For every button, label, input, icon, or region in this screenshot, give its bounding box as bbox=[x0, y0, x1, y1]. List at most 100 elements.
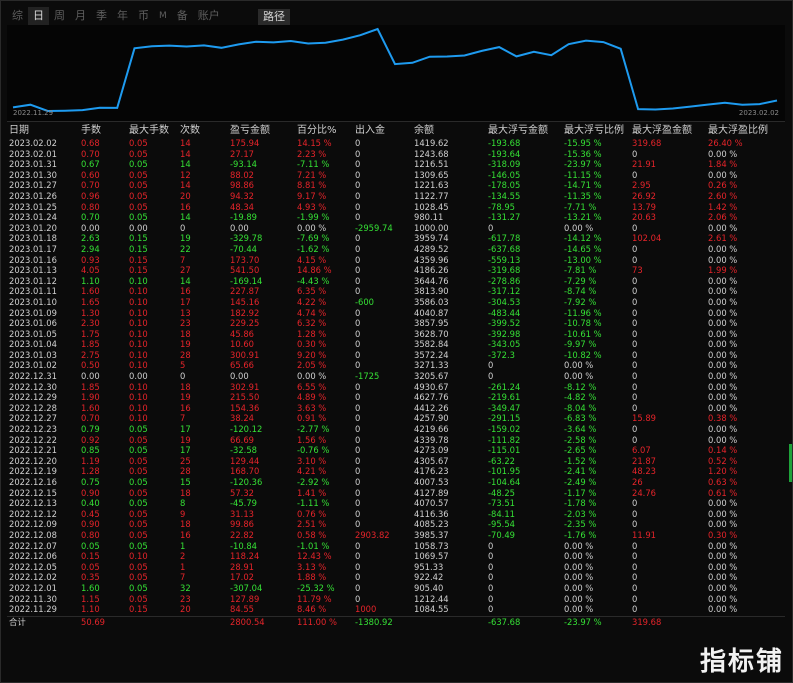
tab-7[interactable]: M bbox=[159, 11, 167, 21]
table-cell: -159.02 bbox=[488, 424, 521, 435]
column-header[interactable]: 最大浮盈金额 bbox=[632, 125, 692, 136]
column-header[interactable]: 出入金 bbox=[355, 125, 385, 136]
table-row[interactable]: 2022.12.06 0.15 0.10 2 118.24 12.43 % 0 1069.57… bbox=[7, 551, 785, 562]
table-row[interactable]: 2022.11.30 1.15 0.05 23 127.89 11.79 % 0 1212.4… bbox=[7, 594, 785, 605]
table-row[interactable]: 2022.12.09 0.90 0.05 18 99.86 2.51 % 0 4085.23 -… bbox=[7, 519, 785, 530]
table-row[interactable]: 2023.01.09 1.30 0.10 13 182.92 4.74 % 0 4040.87… bbox=[7, 308, 785, 319]
table-row[interactable]: 2023.01.02 0.50 0.10 5 65.66 2.05 % 0 3271.33 0 0… bbox=[7, 360, 785, 371]
column-header[interactable]: 百分比% bbox=[297, 125, 337, 136]
table-row[interactable]: 2023.02.02 0.68 0.05 14 175.94 14.15 % 0 1419.6… bbox=[7, 138, 785, 149]
table-cell: 2022.12.15 bbox=[9, 487, 57, 498]
table-cell: 94.32 bbox=[230, 190, 254, 201]
table-row[interactable]: 2022.12.15 0.90 0.05 18 57.32 1.41 % 0 4127.89 -… bbox=[7, 488, 785, 499]
table-row[interactable]: 2022.12.08 0.80 0.05 16 22.82 0.58 % 2903.82 39… bbox=[7, 530, 785, 541]
table-row[interactable]: 2022.12.01 1.60 0.05 32 -307.04 -25.32 % 0 905.… bbox=[7, 583, 785, 594]
table-row[interactable]: 2023.01.06 2.30 0.10 23 229.25 6.32 % 0 3857.95… bbox=[7, 318, 785, 329]
table-row[interactable]: 2023.01.12 1.10 0.10 14 -169.14 -4.43 % 0 3644.… bbox=[7, 276, 785, 287]
table-row[interactable]: 2022.12.28 1.60 0.10 16 154.36 3.63 % 0 4412.26… bbox=[7, 403, 785, 414]
table-row[interactable]: 2022.12.05 0.05 0.05 1 28.91 3.13 % 0 951.33 0 0.… bbox=[7, 562, 785, 573]
table-row[interactable]: 2022.11.29 1.10 0.15 20 84.55 8.46 % 1000 1084.… bbox=[7, 604, 785, 615]
table-row[interactable]: 2022.12.02 0.35 0.05 7 17.02 1.88 % 0 922.42 0 0.… bbox=[7, 572, 785, 583]
table-row[interactable]: 2023.01.24 0.70 0.05 14 -19.89 -1.99 % 0 980.11… bbox=[7, 212, 785, 223]
table-row[interactable]: 2022.12.19 1.28 0.05 28 168.70 4.21 % 0 4176.23… bbox=[7, 466, 785, 477]
tab-6[interactable]: 币 bbox=[138, 9, 149, 22]
table-row[interactable]: 2022.12.12 0.45 0.05 9 31.13 0.76 % 0 4116.36 -8… bbox=[7, 509, 785, 520]
table-row[interactable]: 2022.12.29 1.90 0.10 19 215.50 4.89 % 0 4627.76… bbox=[7, 392, 785, 403]
table-row[interactable]: 2022.12.20 1.19 0.05 25 129.44 3.10 % 0 4305.67… bbox=[7, 456, 785, 467]
table-row[interactable]: 2022.12.13 0.40 0.05 8 -45.79 -1.11 % 0 4070.57… bbox=[7, 498, 785, 509]
tab-4[interactable]: 季 bbox=[96, 9, 107, 22]
tab-9[interactable]: 账户 bbox=[197, 9, 220, 22]
table-cell: 3985.37 bbox=[414, 529, 449, 540]
table-cell: -78.95 bbox=[488, 201, 515, 212]
table-cell: 0 bbox=[632, 307, 638, 318]
path-button[interactable]: 路径 bbox=[258, 9, 290, 25]
table-row[interactable]: 2023.01.10 1.65 0.10 17 145.16 4.22 % -600 3586… bbox=[7, 297, 785, 308]
table-cell: 12.43 % bbox=[297, 551, 332, 562]
table-cell: -9.97 % bbox=[564, 339, 597, 350]
column-header[interactable]: 盈亏金额 bbox=[230, 125, 270, 136]
table-cell: -1.99 % bbox=[297, 212, 330, 223]
table-cell: -219.61 bbox=[488, 392, 521, 403]
tab-8[interactable]: 备 bbox=[176, 9, 188, 22]
table-row[interactable]: 2022.12.30 1.85 0.10 18 302.91 6.55 % 0 4930.67… bbox=[7, 382, 785, 393]
table-header: 日期 手数 最大手数 次数 盈亏金额 百分比% 出入金 余额 最大浮亏金额 最大浮亏比例 最大浮盈金… bbox=[7, 124, 785, 138]
table-row[interactable]: 2022.12.16 0.75 0.05 15 -120.36 -2.92 % 0 4007.… bbox=[7, 477, 785, 488]
table-row[interactable]: 2023.01.30 0.60 0.05 12 88.02 7.21 % 0 1309.65 -… bbox=[7, 170, 785, 181]
table-cell: 0.80 bbox=[81, 529, 100, 540]
column-header[interactable]: 最大手数 bbox=[129, 125, 169, 136]
table-row[interactable]: 2023.02.01 0.70 0.05 14 27.17 2.23 % 0 1243.68 -… bbox=[7, 149, 785, 160]
table-row[interactable]: 2022.12.31 0.00 0.00 0 0.00 0.00 % -1725 3205.6… bbox=[7, 371, 785, 382]
table-row[interactable]: 2023.01.25 0.80 0.05 16 48.34 4.93 % 0 1028.45 -… bbox=[7, 202, 785, 213]
table-cell: 2022.11.30 bbox=[9, 593, 57, 604]
table-cell: 4930.67 bbox=[414, 381, 449, 392]
table-cell: 3959.74 bbox=[414, 233, 449, 244]
table-cell: 0 bbox=[632, 582, 638, 593]
table-row[interactable]: 2023.01.27 0.70 0.05 14 98.86 8.81 % 0 1221.63 -… bbox=[7, 180, 785, 191]
table-row[interactable]: 2022.12.22 0.92 0.05 19 66.69 1.56 % 0 4339.78 -… bbox=[7, 435, 785, 446]
table-cell: 0 bbox=[355, 561, 361, 572]
column-header[interactable]: 日期 bbox=[9, 125, 29, 136]
table-cell: 0.10 bbox=[129, 307, 148, 318]
scrollbar-marker[interactable] bbox=[789, 444, 792, 482]
table-row[interactable]: 2022.12.07 0.05 0.05 1 -10.84 -1.01 % 0 1058.73… bbox=[7, 541, 785, 552]
column-header[interactable]: 最大浮盈比例 bbox=[708, 125, 768, 136]
table-row[interactable]: 2022.12.23 0.79 0.05 17 -120.12 -2.77 % 0 4219.… bbox=[7, 424, 785, 435]
table-cell: 0 bbox=[355, 498, 361, 509]
table-row[interactable]: 2023.01.20 0.00 0.00 0 0.00 0.00 % -2959.74 100… bbox=[7, 223, 785, 234]
table-row[interactable]: 2023.01.16 0.93 0.15 7 173.70 4.15 % 0 4359.96 -… bbox=[7, 255, 785, 266]
column-header[interactable]: 最大浮亏比例 bbox=[564, 125, 624, 136]
column-header[interactable]: 次数 bbox=[180, 125, 200, 136]
table-row[interactable]: 2023.01.05 1.75 0.10 18 45.86 1.28 % 0 3628.70 -… bbox=[7, 329, 785, 340]
column-header[interactable]: 最大浮亏金额 bbox=[488, 125, 548, 136]
table-row[interactable]: 2023.01.26 0.96 0.05 20 94.32 9.17 % 0 1122.77 -… bbox=[7, 191, 785, 202]
tab-2[interactable]: 周 bbox=[54, 9, 65, 22]
table-cell: 0 bbox=[632, 360, 638, 371]
tab-0[interactable]: 综 bbox=[12, 9, 23, 22]
table-cell: 0.15 bbox=[129, 265, 148, 276]
tab-1[interactable]: 日 bbox=[28, 7, 49, 25]
table-cell: 0 bbox=[355, 328, 361, 339]
table-row[interactable]: 2022.12.21 0.85 0.05 17 -32.58 -0.76 % 0 4273.0… bbox=[7, 445, 785, 456]
table-cell: 0.26 % bbox=[708, 180, 738, 191]
table-row[interactable]: 2023.01.18 2.63 0.15 19 -329.78 -7.69 % 0 3959.… bbox=[7, 233, 785, 244]
table-cell: 0 bbox=[632, 402, 638, 413]
table-cell: 4289.52 bbox=[414, 243, 449, 254]
tab-3[interactable]: 月 bbox=[75, 9, 86, 22]
tab-5[interactable]: 年 bbox=[117, 9, 128, 22]
column-header[interactable]: 手数 bbox=[81, 125, 101, 136]
table-cell: 22 bbox=[180, 243, 191, 254]
table-row[interactable]: 2023.01.31 0.67 0.05 14 -93.14 -7.11 % 0 1216.5… bbox=[7, 159, 785, 170]
table-row[interactable]: 2023.01.03 2.75 0.10 28 300.91 9.20 % 0 3572.24… bbox=[7, 350, 785, 361]
table-cell: 0.05 bbox=[129, 540, 148, 551]
table-cell: 0.38 % bbox=[708, 413, 738, 424]
table-cell: 0 bbox=[355, 307, 361, 318]
table-row[interactable]: 2023.01.17 2.94 0.15 22 -70.44 -1.62 % 0 4289.5… bbox=[7, 244, 785, 255]
table-cell: 4305.67 bbox=[414, 455, 449, 466]
column-header[interactable]: 余额 bbox=[414, 125, 434, 136]
table-row[interactable]: 2023.01.11 1.60 0.10 16 227.87 6.35 % 0 3813.90… bbox=[7, 286, 785, 297]
watermark: 指标铺 bbox=[700, 641, 784, 678]
table-row[interactable]: 2023.01.13 4.05 0.15 27 541.50 14.86 % 0 4186.2… bbox=[7, 265, 785, 276]
table-row[interactable]: 2023.01.04 1.85 0.10 19 10.60 0.30 % 0 3582.84 -… bbox=[7, 339, 785, 350]
table-row[interactable]: 2022.12.27 0.70 0.10 7 38.24 0.91 % 0 4257.90 -2… bbox=[7, 413, 785, 424]
